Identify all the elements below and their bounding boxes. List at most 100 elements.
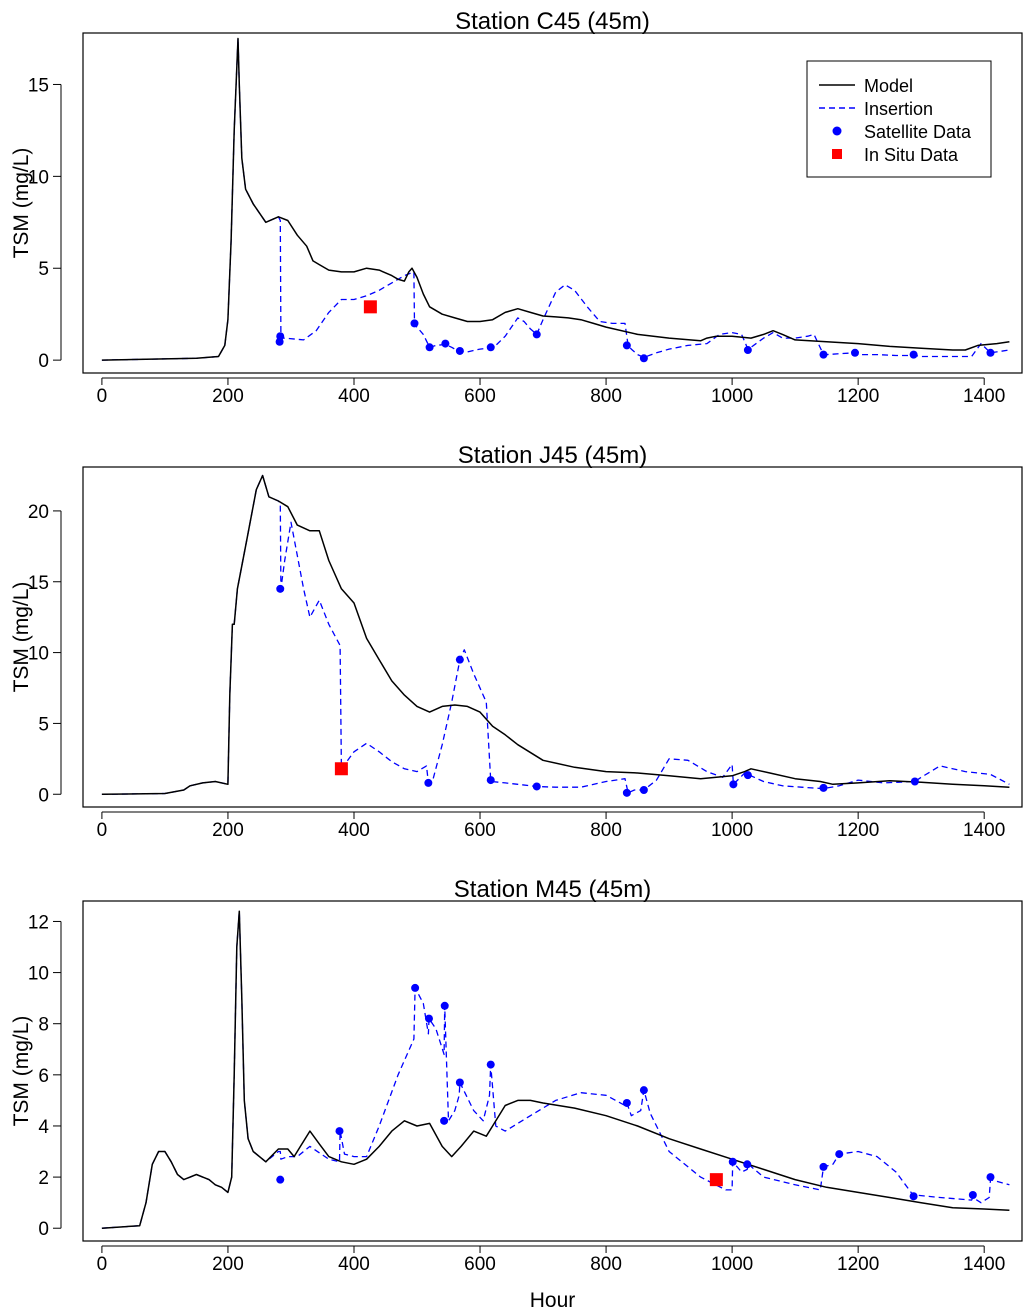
x-tick-label: 400 — [338, 820, 370, 841]
chart-title: Station J45 (45m) — [458, 442, 647, 469]
y-tick-label: 5 — [38, 714, 49, 735]
satellite-point — [455, 1078, 464, 1087]
plot-area — [101, 910, 1010, 1229]
legend-label: Model — [864, 76, 913, 96]
plot-area — [101, 474, 1010, 797]
satellite-point — [639, 354, 648, 363]
x-axis: 0 200 400 600 800 1000 1200 1400 — [97, 811, 1005, 841]
satellite-point — [729, 780, 738, 789]
model-line — [101, 910, 1010, 1229]
x-tick-label: 200 — [212, 820, 244, 841]
satellite-point — [486, 343, 495, 352]
in-situ-point — [334, 762, 348, 776]
x-tick-label: 0 — [97, 1254, 108, 1275]
x-tick-label: 1400 — [963, 386, 1005, 407]
plot-frame — [82, 32, 1023, 374]
x-tick-label: 0 — [97, 820, 108, 841]
y-tick-label: 12 — [28, 912, 49, 933]
satellite-point — [410, 319, 419, 328]
satellite-point — [743, 1160, 752, 1169]
x-tick-label: 600 — [464, 386, 496, 407]
satellite-point — [276, 332, 285, 341]
satellite-point — [728, 1157, 737, 1166]
satellite-point — [486, 776, 495, 785]
chart-panel-1: Station C45 (45m) 0 5 10 15 TSM (mg/L) 0 200 400… — [10, 8, 1023, 407]
satellite-point — [743, 771, 752, 780]
satellite-point — [909, 350, 918, 359]
y-tick-label: 8 — [38, 1015, 49, 1036]
satellite-point — [622, 1098, 631, 1107]
in-situ-point — [363, 300, 377, 314]
y-tick-label: 10 — [28, 167, 49, 188]
satellite-point — [986, 348, 995, 357]
x-tick-label: 600 — [464, 1254, 496, 1275]
plot-frame — [82, 900, 1023, 1242]
plot-area — [101, 37, 1010, 363]
satellite-point — [909, 1192, 918, 1201]
satellite-point — [986, 1173, 995, 1182]
x-tick-label: 400 — [338, 1254, 370, 1275]
satellite-point — [743, 346, 752, 355]
y-tick-label: 2 — [38, 1168, 49, 1189]
satellite-point — [532, 330, 541, 339]
satellite-point — [276, 1175, 285, 1184]
satellite-point — [424, 778, 433, 787]
x-tick-label: 600 — [464, 820, 496, 841]
satellite-point — [424, 1014, 433, 1023]
insertion-line — [101, 910, 1010, 1229]
legend-label: In Situ Data — [864, 145, 959, 165]
satellite-point — [622, 341, 631, 350]
satellite-point — [622, 788, 631, 797]
y-axis-label: TSM (mg/L) — [10, 582, 33, 693]
satellite-point — [968, 1190, 977, 1199]
satellite-point — [532, 782, 541, 791]
x-axis-label: Hour — [530, 1289, 576, 1311]
satellite-point — [639, 786, 648, 794]
x-tick-label: 800 — [590, 1254, 622, 1275]
y-tick-label: 20 — [28, 502, 49, 523]
satellite-point — [425, 343, 434, 352]
y-axis: 0 5 10 15 20 TSM (mg/L) — [10, 502, 62, 806]
x-tick-label: 1400 — [963, 1254, 1005, 1275]
satellite-point — [441, 339, 450, 348]
x-axis: 0 200 400 600 800 1000 1200 1400 Hour — [97, 1245, 1005, 1311]
satellite-point — [850, 348, 859, 357]
insertion-line — [101, 37, 1010, 361]
chart-title: Station M45 (45m) — [454, 876, 651, 903]
x-tick-label: 1200 — [837, 820, 879, 841]
chart-title: Station C45 (45m) — [455, 8, 650, 35]
x-tick-label: 1200 — [837, 386, 879, 407]
legend: Model Insertion Satellite Data In Situ Data — [806, 60, 992, 178]
model-line — [101, 474, 1010, 796]
y-axis-label: TSM (mg/L) — [10, 148, 33, 259]
x-tick-label: 0 — [97, 386, 108, 407]
x-tick-label: 800 — [590, 820, 622, 841]
y-tick-label: 10 — [28, 964, 49, 985]
satellite-point — [276, 584, 285, 593]
satellite-point — [819, 783, 828, 792]
x-tick-label: 1000 — [711, 1254, 753, 1275]
satellite-point — [335, 1127, 344, 1136]
y-tick-label: 0 — [38, 351, 49, 372]
x-tick-label: 800 — [590, 386, 622, 407]
legend-swatch — [832, 149, 842, 159]
satellite-point — [411, 983, 420, 992]
y-tick-label: 6 — [38, 1066, 49, 1087]
x-tick-label: 1000 — [711, 386, 753, 407]
x-tick-label: 1200 — [837, 1254, 879, 1275]
x-tick-label: 1000 — [711, 820, 753, 841]
satellite-point — [910, 777, 919, 786]
satellite-point — [440, 1001, 449, 1010]
model-line — [101, 37, 1010, 361]
satellite-point — [819, 1162, 828, 1171]
x-tick-label: 200 — [212, 1254, 244, 1275]
insertion-line — [101, 474, 1010, 795]
y-axis-label: TSM (mg/L) — [10, 1016, 33, 1127]
chart-panel-2: Station J45 (45m) 0 5 10 15 20 TSM (mg/L) 0 200 4… — [10, 442, 1023, 841]
y-axis: 0 2 4 6 8 10 12 TSM (mg/L) — [10, 912, 62, 1240]
satellite-point — [819, 350, 828, 359]
x-tick-label: 200 — [212, 386, 244, 407]
satellite-point — [639, 1086, 648, 1095]
y-tick-label: 0 — [38, 785, 49, 806]
